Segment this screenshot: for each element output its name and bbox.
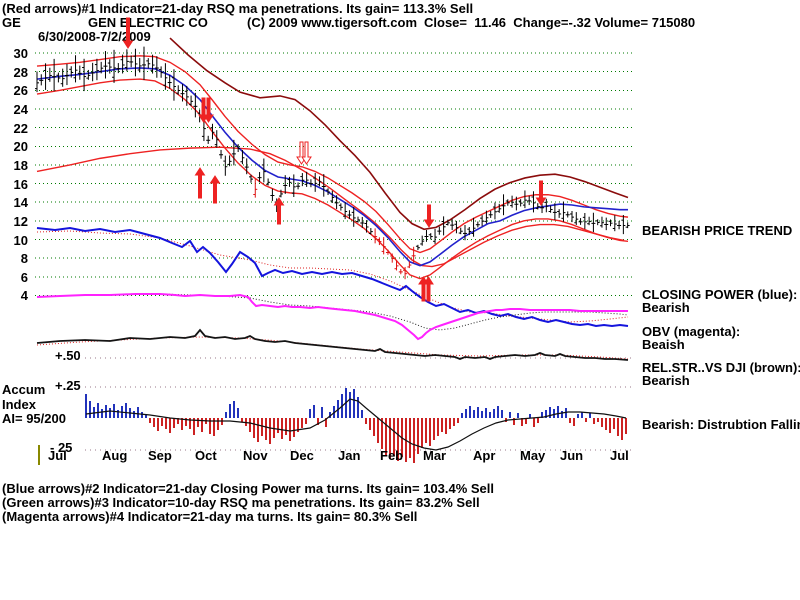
accum-label-2: Index <box>2 397 36 412</box>
y-axis-tick-26: 26 <box>13 83 28 99</box>
accum-label-3: AI= 95/200 <box>2 411 66 426</box>
rel-str-label: REL.STR..VS DJI (brown): <box>642 360 800 375</box>
company-name: GEN ELECTRIC CO <box>88 15 208 30</box>
ticker-symbol: GE <box>2 15 21 30</box>
distribution-status: Bearish: Distrubtion Falling. <box>642 417 800 432</box>
y-axis-tick-30: 30 <box>13 46 28 61</box>
x-axis-month-1-aug: Aug <box>102 448 128 463</box>
price-stats: Close= 11.46 Change=-.32 Volume= 715080 <box>424 15 696 30</box>
copyright-text: (C) 2009 www.tigersoft.com <box>247 15 417 30</box>
obv-status: Beaish <box>642 337 685 352</box>
footer-indicator2-line: (Blue arrows)#2 Indicator=21-day Closing… <box>2 481 494 496</box>
accum-label-1: Accum <box>2 382 46 397</box>
footer-indicator4-line: (Magenta arrows)#4 Indicator=21-day ma t… <box>2 509 418 524</box>
x-axis-month-11-jun: Jun <box>560 448 584 463</box>
y-axis-tick-6: 6 <box>20 269 28 285</box>
minus25-label: - 25 <box>50 440 73 455</box>
y-axis-tick-8: 8 <box>20 251 28 267</box>
plus25-label: +.25 <box>55 378 81 393</box>
x-axis-month-7-feb: Feb <box>380 448 404 463</box>
y-axis-tick-22: 22 <box>13 120 28 136</box>
x-axis-month-12-jul: Jul <box>610 448 629 463</box>
price-trend-label: BEARISH PRICE TREND <box>642 223 793 238</box>
closing-power-status: Bearish <box>642 300 690 315</box>
obv-label: OBV (magenta): <box>642 324 741 339</box>
y-axis-tick-28: 28 <box>13 64 28 80</box>
y-axis-tick-4: 4 <box>20 288 28 304</box>
x-axis-month-0-jul: Jul <box>48 448 67 463</box>
date-range: 6/30/2008-7/2/2009 <box>38 29 151 44</box>
x-axis-month-4-nov: Nov <box>243 448 268 463</box>
closing-power-label: CLOSING POWER (blue): <box>642 287 798 302</box>
y-axis-tick-16: 16 <box>13 176 28 192</box>
x-axis-month-2-sep: Sep <box>148 448 172 463</box>
x-axis-month-3-oct: Oct <box>195 448 217 463</box>
y-axis-tick-18: 18 <box>13 157 28 173</box>
rel-str-status: Bearish <box>642 373 690 388</box>
x-axis-month-9-apr: Apr <box>473 448 496 463</box>
y-axis-tick-12: 12 <box>13 213 28 229</box>
y-axis-tick-20: 20 <box>13 139 28 155</box>
footer-indicator3-line: (Green arrows)#3 Indicator=10-day RSQ ma… <box>2 495 480 510</box>
x-axis-month-5-dec: Dec <box>290 448 314 463</box>
y-axis-tick-24: 24 <box>13 101 28 117</box>
x-axis-month-10-may: May <box>520 448 546 463</box>
header-indicator1-line: (Red arrows)#1 Indicator=21-day RSQ ma p… <box>2 1 474 16</box>
x-axis-month-6-jan: Jan <box>338 448 361 463</box>
y-axis-tick-10: 10 <box>13 232 28 248</box>
y-axis-tick-14: 14 <box>13 195 28 211</box>
x-axis-month-8-mar: Mar <box>423 448 447 463</box>
plus50-label: +.50 <box>55 348 81 363</box>
